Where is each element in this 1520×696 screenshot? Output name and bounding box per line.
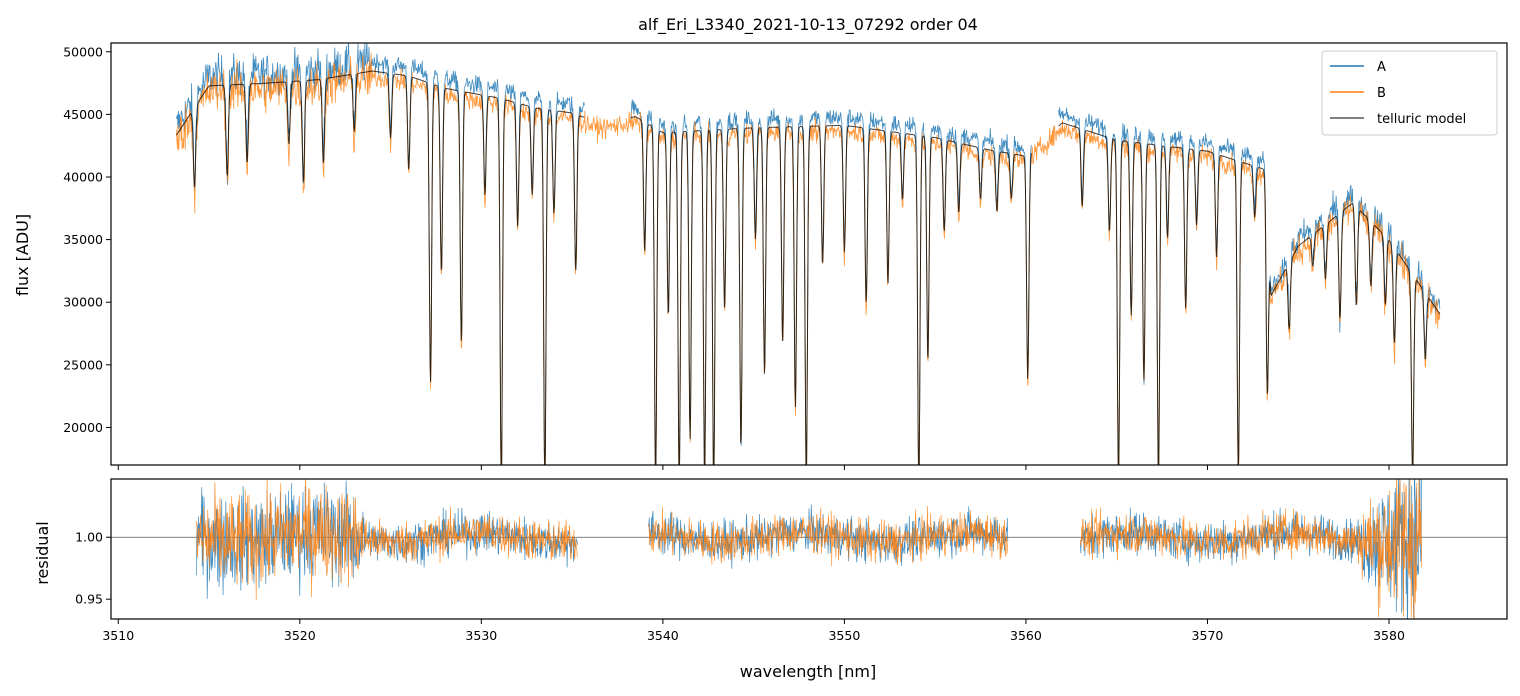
chart-title: alf_Eri_L3340_2021-10-13_07292 order 04	[638, 15, 978, 35]
top-y-axis-label: flux [ADU]	[13, 214, 32, 296]
bottom-x-tick-label: 3580	[1373, 628, 1405, 643]
legend-label-a: A	[1377, 60, 1386, 75]
top-y-ticks: 20000 25000 30000 35000 40000 45000 50000	[63, 44, 111, 435]
bottom-x-tick-label: 3560	[1010, 628, 1042, 643]
residual-series-b-line	[195, 479, 1423, 619]
bottom-plot-area	[111, 479, 1507, 619]
legend: A B telluric model	[1321, 50, 1498, 136]
bottom-x-tick-label: 3540	[647, 628, 679, 643]
top-y-tick-label: 35000	[63, 232, 103, 247]
top-y-tick-label: 25000	[63, 357, 103, 372]
bottom-x-tick-label: 3520	[284, 628, 316, 643]
bottom-y-tick-label: 0.95	[75, 592, 103, 607]
top-y-tick-label: 20000	[63, 420, 103, 435]
bottom-y-ticks: 0.95 1.00	[75, 530, 111, 607]
top-plot-area	[175, 43, 1441, 465]
bottom-axes-frame	[110, 478, 1508, 620]
bottom-x-tick-label: 3530	[465, 628, 497, 643]
bottom-x-tick-label: 3550	[828, 628, 860, 643]
top-y-tick-label: 30000	[63, 295, 103, 310]
top-axes-frame	[110, 42, 1508, 466]
bottom-x-tick-label: 3570	[1192, 628, 1224, 643]
legend-label-b: B	[1377, 86, 1386, 101]
bottom-x-ticks: 3510 3520 3530 3540 3550 3560 3570 3580	[102, 619, 1405, 643]
legend-label-telluric: telluric model	[1377, 112, 1466, 127]
x-axis-label: wavelength [nm]	[740, 662, 877, 681]
top-y-tick-label: 45000	[63, 107, 103, 122]
bottom-y-axis-label: residual	[33, 521, 52, 584]
telluric-model-line	[175, 70, 1441, 465]
top-y-tick-label: 50000	[63, 44, 103, 59]
bottom-x-tick-label: 3510	[102, 628, 134, 643]
top-x-ticks	[117, 465, 1390, 470]
top-y-tick-label: 40000	[63, 169, 103, 184]
bottom-y-tick-label: 1.00	[75, 530, 103, 545]
legend-box	[1321, 50, 1498, 136]
